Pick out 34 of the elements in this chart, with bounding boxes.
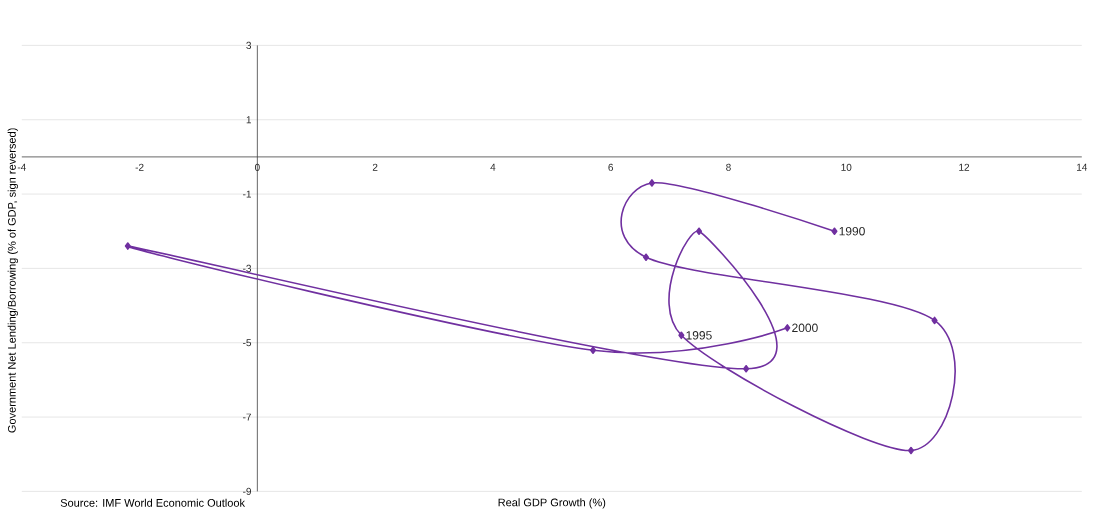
point (931, 316, 938, 325)
y-tick-label: -3 (243, 264, 252, 272)
point (695, 227, 703, 236)
y-tick-label: -9 (243, 487, 252, 495)
point (907, 446, 915, 455)
point (589, 346, 597, 354)
y-tick-label: -1 (243, 190, 252, 198)
x-tick-label: 12 (959, 163, 970, 171)
point (124, 242, 131, 250)
y-tick-label: -7 (243, 413, 251, 421)
point (784, 324, 791, 332)
annotation: 1990 (839, 226, 865, 236)
x-tick-label: 10 (841, 163, 852, 171)
point (648, 179, 655, 187)
x-tick-label: 6 (608, 163, 614, 171)
point (743, 364, 750, 373)
annotation: 1995 (686, 331, 712, 340)
x-axis-title: Real GDP Growth (%) (498, 498, 606, 509)
point (678, 331, 685, 340)
y-tick-label: 3 (246, 41, 252, 49)
x-tick-label: 14 (1077, 163, 1088, 171)
y-tick-label: 1 (246, 116, 252, 124)
x-tick-label: 0 (254, 163, 260, 171)
y-axis-title: Government Net Lending/Borrowing (% of GDP, sign reversed) (7, 128, 18, 433)
x-tick-label: 8 (726, 163, 731, 171)
x-tick-label: -2 (135, 163, 144, 171)
y-tick-label: -5 (243, 339, 252, 347)
annotation: 2000 (792, 323, 818, 333)
source-note: Source: IMF World Economic Outlook (60, 498, 246, 507)
x-tick-label: 2 (372, 163, 378, 171)
x-tick-label: 4 (490, 163, 496, 171)
x-tick-label: -4 (17, 163, 26, 171)
point (831, 227, 838, 236)
point (642, 253, 650, 262)
